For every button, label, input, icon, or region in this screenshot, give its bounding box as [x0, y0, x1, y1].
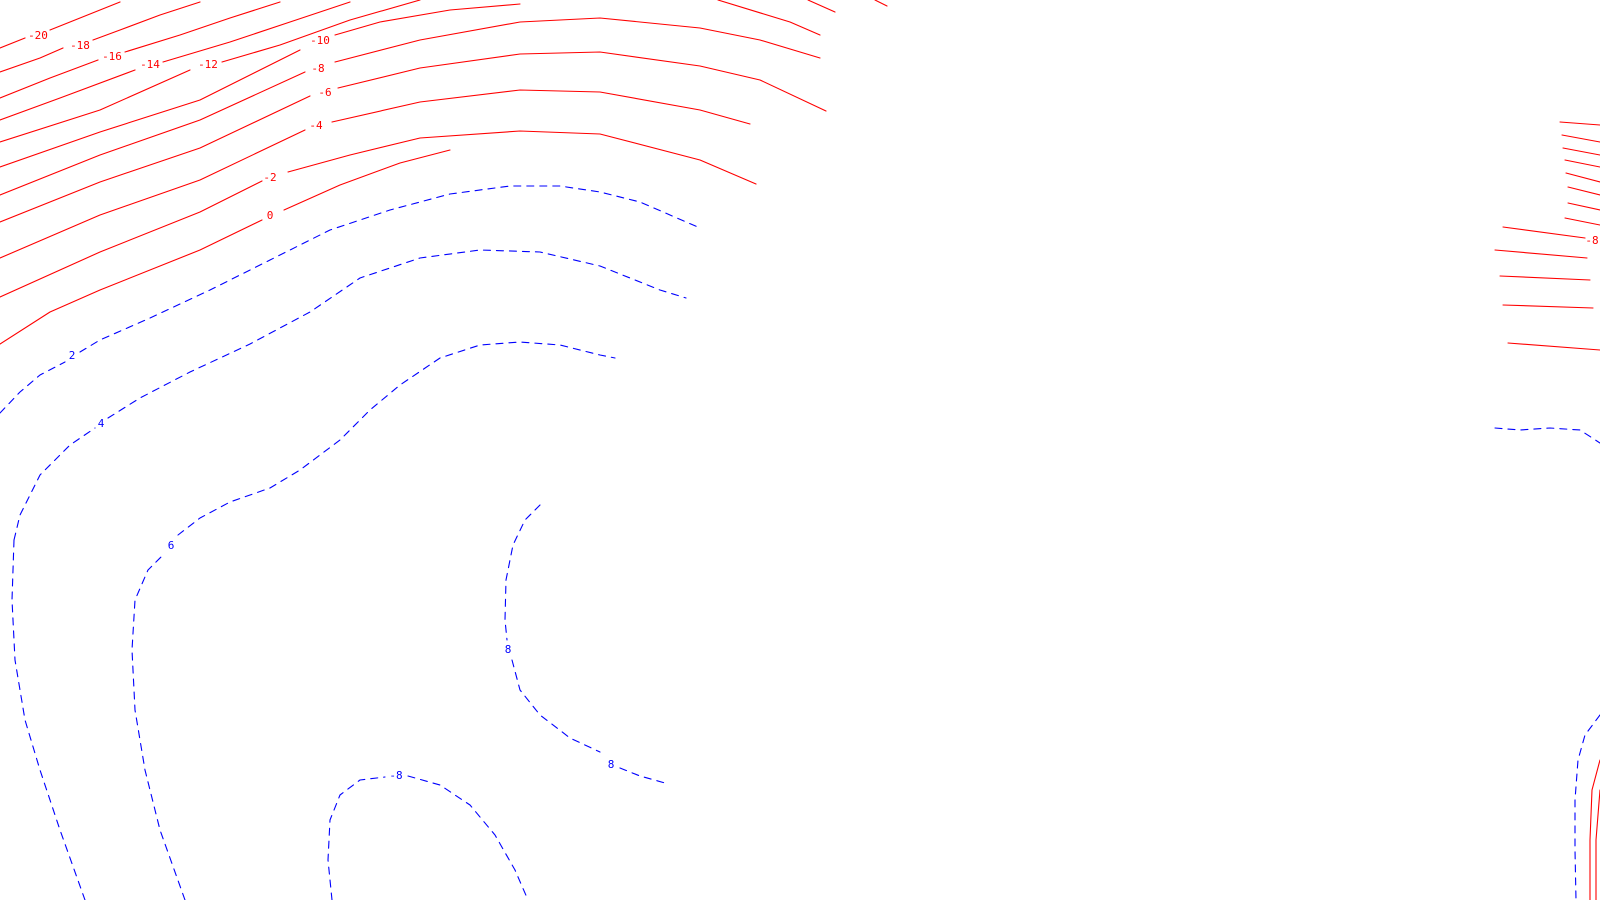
contour-line-right-13 — [1507, 342, 1600, 351]
contour-line-minus-4 — [0, 89, 751, 259]
contour-label-minus-12: -12 — [198, 58, 218, 71]
contour-line-minus-6 — [0, 51, 827, 223]
contour-label-minus-20: -20 — [28, 29, 48, 42]
contour-line-minus-8 — [0, 17, 821, 196]
contour-line-right-blue-1 — [1494, 427, 1600, 444]
contour-line-right-3 — [1562, 147, 1600, 156]
contour-line-minus-12 — [0, 0, 421, 143]
contour-line-right-7 — [1567, 202, 1600, 211]
contour-line-minus-2 — [0, 130, 757, 298]
contour-line-8-upper — [504, 504, 666, 784]
contour-line-right-8 — [1564, 217, 1600, 226]
contour-line-right-bottom-1 — [1589, 759, 1600, 900]
contour-line-minus-14 — [0, 1, 351, 121]
contour-label-minus-8: -8 — [311, 62, 324, 75]
contour-label-2: 2 — [69, 349, 76, 362]
contour-label-minus-4: -4 — [309, 119, 323, 132]
contour-line-right-12 — [1502, 304, 1594, 309]
positive-contours — [0, 185, 1600, 900]
contour-label-6: 6 — [168, 539, 175, 552]
contour-line-minus-10 — [0, 3, 521, 168]
contour-label-minus-6: -6 — [318, 86, 331, 99]
contour-line-minus-18 — [0, 1, 201, 73]
contour-line-top-edge-2 — [807, 0, 836, 13]
contour-line-right-blue-2 — [1574, 714, 1600, 900]
contour-label-minus-8-right: -8 — [1585, 234, 1598, 247]
contour-line-right-9 — [1502, 226, 1586, 239]
contour-line-4 — [13, 249, 687, 541]
contour-line-right-11 — [1499, 275, 1591, 281]
contour-line-right-5 — [1565, 172, 1600, 183]
contour-line-right-2 — [1561, 134, 1600, 143]
contour-label-4: 4 — [98, 417, 105, 430]
contour-line-minus-16 — [0, 1, 281, 99]
contour-line-right-6 — [1567, 186, 1600, 196]
contour-line-4-left — [11, 539, 86, 900]
contour-line-top-edge-3 — [874, 0, 888, 7]
contour-label-minus-18: -18 — [70, 39, 90, 52]
contour-line-8-lower — [327, 775, 529, 900]
contour-label-8-b: 8 — [608, 758, 615, 771]
contour-line-right-bottom-2 — [1595, 789, 1600, 900]
contour-label-0: 0 — [267, 209, 274, 222]
contour-line-right-4 — [1564, 159, 1600, 168]
contour-label-minus-2: -2 — [263, 171, 276, 184]
contour-line-6 — [131, 341, 616, 900]
contour-label-8-a: 8 — [505, 643, 512, 656]
contour-label-minus-10: -10 — [310, 34, 330, 47]
contour-label-minus-14: -14 — [140, 58, 160, 71]
contour-line-2 — [0, 185, 701, 414]
contour-line-right-1 — [1559, 121, 1600, 126]
contour-labels: -20 -18 -16 -14 -12 -10 -8 -6 -4 -2 0 2 … — [28, 29, 1599, 782]
contour-line-top-edge-1 — [717, 0, 821, 36]
contour-line-minus-20 — [0, 1, 121, 49]
contour-line-right-10 — [1494, 249, 1588, 259]
contour-label-minus-8-blue: -8 — [389, 769, 402, 782]
contour-label-minus-16: -16 — [102, 50, 122, 63]
contour-line-0 — [0, 149, 451, 345]
